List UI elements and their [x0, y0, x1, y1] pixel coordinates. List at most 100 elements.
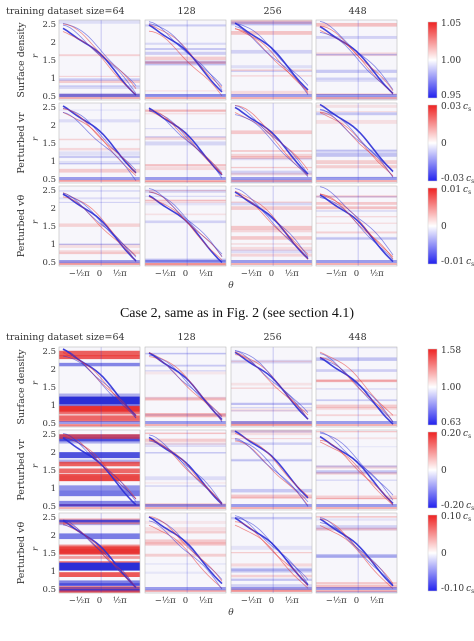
spiral-arm-trace: [319, 441, 394, 506]
panel-frame: [58, 512, 141, 594]
spiral-arm-trace: [62, 23, 137, 86]
r-tick-label: 0.5: [42, 258, 56, 268]
column-title: 256: [264, 332, 282, 343]
spiral-arm-trace: [148, 188, 223, 258]
spiral-arm-trace: [319, 103, 394, 172]
colorbar: 0.01 cs 0 -0.01 cs: [427, 185, 474, 268]
heatmap-panel: [144, 346, 227, 428]
r-tick-label: 2: [51, 531, 56, 541]
row-label: Perturbed vr: [16, 112, 27, 174]
r-tick-label: 2.5: [42, 347, 56, 357]
colorbar-tick-label: 1.00: [441, 383, 461, 393]
spiral-arm-trace: [62, 27, 137, 96]
colorbar-tick-label: 0: [441, 222, 447, 232]
r-tick-label: 0.5: [42, 175, 56, 185]
spiral-arm-trace: [148, 30, 223, 97]
panel-texture: [316, 430, 397, 510]
panel-texture: [145, 347, 226, 427]
r-tick-label: 2.5: [42, 186, 56, 196]
theta-tick-label: 0: [354, 596, 359, 606]
r-tick-label: 2: [51, 204, 56, 214]
heatmap-panel: [315, 346, 398, 428]
panel-texture: [59, 513, 140, 593]
theta-tick-label: −½π: [69, 268, 90, 279]
panel-frame: [315, 19, 398, 101]
theta-tick-label: ½π: [199, 268, 213, 279]
heatmap-panel: [230, 185, 313, 267]
r-tick-label: 1.5: [42, 222, 56, 232]
panel-frame: [315, 346, 398, 428]
spiral-arm-trace: [148, 439, 223, 505]
colorbar-gradient: [427, 431, 438, 509]
spiral-arm-trace: [319, 108, 394, 178]
spiral-arm-trace: [319, 186, 394, 256]
spiral-arm-trace: [62, 433, 137, 502]
heatmap-panel: [58, 429, 141, 511]
r-tick-label: 2.5: [42, 430, 56, 440]
spiral-arm-trace: [62, 192, 137, 262]
theta-axis-label: θ: [228, 281, 234, 291]
spiral-arm-trace: [319, 193, 394, 260]
colorbar: 1.58 1.00 0.63: [427, 346, 461, 428]
r-tick-label: 1: [51, 240, 56, 250]
spiral-arm-trace: [319, 111, 394, 178]
r-tick-label: 0.5: [42, 92, 56, 102]
panel-frame: [315, 185, 398, 267]
spiral-arm-trace: [319, 21, 394, 90]
spiral-arm-trace: [234, 26, 309, 96]
panel-texture: [59, 347, 140, 427]
r-axis-label: r: [31, 380, 40, 385]
heatmap-panel: [315, 19, 398, 101]
spiral-arm-trace: [148, 110, 223, 174]
panel-frame: [230, 346, 313, 428]
colorbar-tick-label: 0.95: [441, 91, 461, 101]
spiral-arm-trace: [319, 432, 394, 496]
spiral-arm-trace: [148, 516, 223, 582]
spiral-arm-trace: [319, 440, 394, 506]
spiral-arm-trace: [62, 112, 137, 182]
column-title: 128: [178, 6, 196, 17]
spiral-arm-trace: [234, 188, 309, 258]
spiral-arm-trace: [62, 24, 137, 94]
spiral-arm-trace: [148, 24, 223, 93]
colorbar-tick-label: 0.63: [441, 418, 461, 428]
panel-texture: [231, 20, 312, 100]
r-tick-label: 2: [51, 448, 56, 458]
spiral-arm-trace: [148, 516, 223, 585]
theta-tick-label: −½π: [155, 595, 176, 606]
heatmap-panel: [315, 102, 398, 184]
r-tick-label: 2: [51, 365, 56, 375]
colorbar-tick-label: 0.01 cs: [441, 185, 471, 196]
panel-background: [231, 347, 312, 427]
panel-frame: [58, 346, 141, 428]
theta-tick-label: ½π: [285, 268, 299, 279]
spiral-arm-trace: [62, 349, 137, 419]
colorbar-tick-label: 1.05: [441, 19, 461, 29]
theta-tick-label: −½π: [155, 268, 176, 279]
theta-tick-label: −½π: [326, 268, 347, 279]
panel-texture: [59, 430, 140, 510]
spiral-arm-trace: [319, 517, 394, 587]
column-title: 448: [349, 6, 367, 17]
spiral-arm-trace: [148, 352, 223, 416]
spiral-arm-trace: [234, 524, 309, 589]
r-axis-label: r: [31, 136, 40, 141]
spiral-arm-trace: [148, 353, 223, 423]
panel-frame: [144, 185, 227, 267]
spiral-arm-trace: [62, 105, 137, 174]
column-title: 128: [178, 332, 196, 343]
spiral-arm-trace: [234, 515, 309, 585]
r-tick-label: 2.5: [42, 513, 56, 523]
colorbar-gradient: [427, 187, 438, 265]
r-tick-label: 2.5: [42, 20, 56, 30]
spiral-arm-trace: [234, 106, 309, 175]
panel-texture: [231, 186, 312, 266]
row-label: Perturbed vθ: [16, 521, 27, 584]
heatmap-panel: [144, 102, 227, 184]
upper-panel-grid: training dataset size=64 128 256 448 Surface…: [6, 6, 474, 291]
colorbar-gradient: [427, 348, 438, 426]
spiral-arm-trace: [234, 351, 309, 420]
colorbar-tick-label: 1.00: [441, 56, 461, 66]
r-tick-label: 2: [51, 121, 56, 131]
